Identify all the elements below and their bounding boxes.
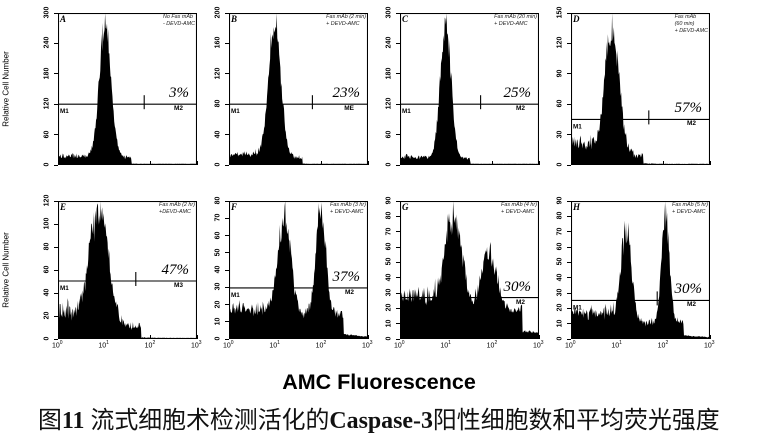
svg-text:M1: M1 [231, 292, 240, 299]
svg-text:M1: M1 [60, 108, 69, 115]
svg-text:M1: M1 [402, 302, 411, 309]
svg-text:M1: M1 [231, 108, 240, 115]
svg-text:M1: M1 [60, 285, 69, 292]
svg-text:M1: M1 [573, 304, 582, 311]
svg-text:M1: M1 [573, 123, 582, 130]
svg-text:M1: M1 [402, 108, 411, 115]
